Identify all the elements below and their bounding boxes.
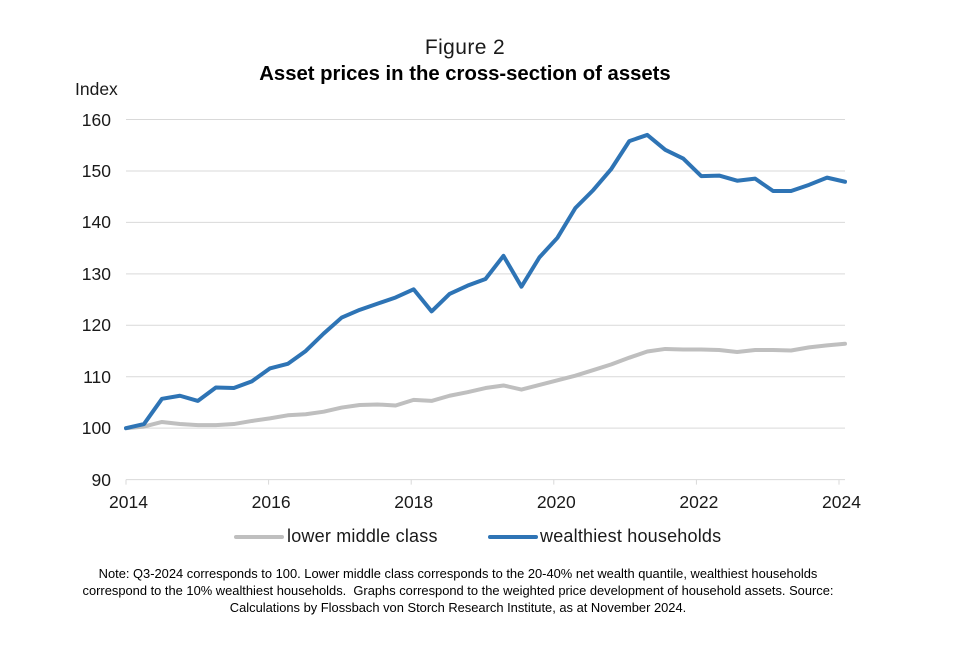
y-axis-label: Index — [75, 79, 118, 99]
y-tick-label: 150 — [81, 160, 111, 181]
legend-label-wealthiest-households: wealthiest households — [540, 526, 722, 546]
y-tick-label: 90 — [91, 469, 111, 490]
chart-subtitle: Asset prices in the cross-section of ass… — [259, 63, 671, 85]
x-tick-label: 2014 — [109, 492, 148, 512]
y-tick-label: 130 — [81, 263, 111, 284]
legend-swatch-lower-middle-class — [234, 535, 284, 539]
series-line-lower-middle-class — [124, 341, 847, 431]
x-tick-label: 2024 — [822, 492, 861, 512]
x-tick-label: 2016 — [251, 492, 291, 512]
x-tick-label: 2020 — [536, 492, 576, 512]
y-tick-label: 160 — [81, 109, 111, 130]
note-line-3: Calculations by Flossbach von Storch Res… — [229, 600, 687, 615]
legend-label-lower-middle-class: lower middle class — [287, 526, 438, 546]
series-line-wealthiest-households — [124, 132, 847, 431]
y-tick-label: 100 — [81, 418, 111, 439]
chart-title: Figure 2 — [424, 36, 506, 59]
x-tick-label: 2022 — [679, 492, 719, 512]
y-tick-label: 120 — [81, 315, 111, 336]
note-line-1: Note: Q3-2024 corresponds to 100. Lower … — [98, 566, 818, 581]
note-line-2: correspond to the 10% wealthiest househo… — [82, 583, 834, 598]
legend-swatch-wealthiest-households — [487, 535, 538, 539]
x-tick-label: 2018 — [394, 492, 434, 512]
y-tick-label: 140 — [81, 212, 111, 233]
y-tick-label: 110 — [83, 366, 111, 387]
